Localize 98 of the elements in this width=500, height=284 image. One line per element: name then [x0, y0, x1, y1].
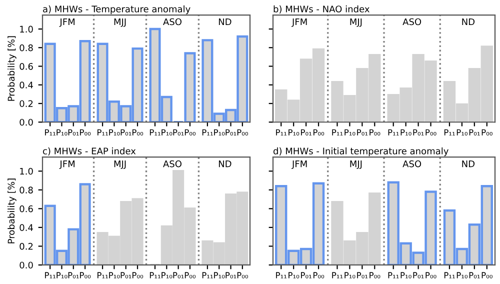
x-tick-label: P₁₀: [56, 129, 68, 136]
annotation: JFM: [59, 160, 75, 169]
y-tick-label: 0.2: [20, 100, 33, 108]
y-tick-label: 0.2: [20, 242, 33, 250]
x-tick-label: P₀₀: [237, 129, 248, 136]
annotation: ASO: [163, 160, 182, 168]
x-tick-label: P₀₁: [413, 272, 424, 278]
x-tick-label: P₀₁: [120, 129, 132, 136]
x-tick-label: P₀₀: [482, 129, 492, 136]
x-tick-label: P₀₀: [184, 272, 196, 278]
annotation: ASO: [163, 18, 182, 26]
x-tick-label: P₀₀: [184, 129, 196, 136]
x-tick-label: P₀₀: [313, 129, 324, 136]
annotation: JFM: [59, 18, 75, 27]
x-tick-label: P₁₀: [456, 129, 468, 136]
x-tick-label: P₀₁: [413, 129, 424, 136]
annotation: MJJ: [114, 18, 126, 27]
y-tick-label: 0.0: [20, 262, 33, 269]
annotation: JFM: [292, 160, 307, 169]
x-tick-label: P₀₁: [173, 272, 184, 278]
x-tick-label: P₁₁: [150, 272, 160, 278]
x-tick-label: P₁₁: [202, 272, 213, 278]
chart-title: d) MHWs - Initial temperature anomaly: [274, 147, 448, 156]
x-tick-label: P₁₀: [109, 272, 120, 278]
x-tick-label: P₀₀: [132, 272, 144, 278]
x-tick-label: P₀₁: [357, 272, 368, 278]
x-tick-label: P₁₁: [98, 272, 108, 278]
annotation: ND: [462, 160, 475, 168]
y-tick-label: 0.0: [20, 118, 33, 126]
x-tick-label: P₀₁: [469, 129, 480, 136]
y-tick-label: 0.6: [20, 205, 33, 212]
chart-title: a) MHWs - Temperature anomaly: [43, 5, 190, 14]
x-tick-label: P₁₁: [45, 129, 56, 136]
x-tick-label: P₀₀: [237, 272, 248, 278]
x-tick-label: P₀₀: [370, 129, 380, 136]
x-tick-label: P₁₀: [400, 129, 412, 136]
x-tick-label: P₁₀: [214, 129, 225, 136]
y-tick-label: 1.0: [20, 26, 33, 33]
annotation: ND: [218, 160, 232, 168]
x-tick-label: P₁₁: [202, 129, 213, 136]
x-tick-label: P₁₁: [150, 129, 160, 136]
x-tick-label: P₁₀: [109, 129, 120, 136]
y-axis-title: Probability [%]: [8, 178, 16, 244]
annotation: ASO: [402, 160, 422, 168]
x-tick-label: P₀₀: [426, 129, 436, 136]
x-tick-label: P₀₁: [301, 272, 312, 278]
x-tick-label: P₀₁: [469, 272, 480, 278]
x-tick-label: P₁₀: [456, 272, 468, 278]
x-tick-label: P₀₀: [482, 272, 492, 278]
y-tick-label: 0.4: [20, 224, 33, 231]
x-tick-label: P₀₁: [68, 129, 79, 136]
x-tick-label: P₁₁: [444, 272, 455, 278]
annotation: ND: [218, 18, 232, 26]
annotation: ASO: [402, 18, 422, 26]
x-tick-label: P₀₁: [120, 272, 132, 278]
x-tick-label: P₁₁: [276, 272, 287, 278]
annotation: MJJ: [350, 18, 362, 27]
x-tick-label: P₁₁: [444, 129, 455, 136]
x-tick-label: P₁₁: [388, 129, 399, 136]
annotation: ND: [462, 18, 475, 26]
x-tick-label: P₀₀: [370, 272, 380, 278]
chart-title: b) MHWs - NAO index: [274, 5, 370, 14]
x-tick-label: P₁₁: [388, 272, 399, 278]
x-tick-label: P₁₀: [344, 129, 356, 136]
x-tick-label: P₀₁: [173, 129, 184, 136]
x-tick-label: P₁₀: [162, 272, 172, 278]
x-tick-label: P₁₀: [344, 272, 356, 278]
y-tick-label: 0.8: [20, 186, 33, 194]
x-tick-label: P₀₀: [80, 129, 91, 136]
annotation: MJJ: [114, 160, 126, 169]
annotation: MJJ: [350, 160, 362, 169]
x-tick-label: P₁₀: [214, 272, 225, 278]
x-tick-label: P₁₁: [332, 272, 343, 278]
x-tick-label: P₁₁: [276, 129, 287, 136]
y-tick-label: 0.8: [20, 44, 33, 52]
x-tick-label: P₁₀: [288, 272, 300, 278]
y-tick-label: 1.0: [20, 168, 33, 175]
y-axis-title: Probability [%]: [8, 36, 16, 101]
annotation: JFM: [292, 18, 307, 27]
x-tick-label: P₀₁: [301, 129, 312, 136]
y-tick-label: 0.4: [20, 82, 33, 88]
x-tick-label: P₁₀: [56, 272, 68, 278]
x-tick-label: P₀₁: [226, 129, 236, 136]
x-tick-label: P₁₁: [45, 272, 56, 278]
x-tick-label: P₀₁: [226, 272, 236, 278]
y-tick-label: 0.6: [20, 62, 33, 70]
x-tick-label: P₀₀: [313, 272, 324, 278]
chart-title: c) MHWs - EAP index: [43, 147, 136, 156]
x-tick-label: P₁₁: [98, 129, 108, 136]
x-tick-label: P₀₀: [80, 272, 91, 278]
x-tick-label: P₀₁: [68, 272, 79, 278]
x-tick-label: P₁₀: [400, 272, 412, 278]
x-tick-label: P₀₀: [132, 129, 144, 136]
x-tick-label: P₀₀: [426, 272, 436, 278]
x-tick-label: P₁₀: [288, 129, 300, 136]
x-tick-label: P₁₀: [162, 129, 172, 136]
x-tick-label: P₀₁: [357, 129, 368, 136]
x-tick-label: P₁₁: [332, 129, 343, 136]
